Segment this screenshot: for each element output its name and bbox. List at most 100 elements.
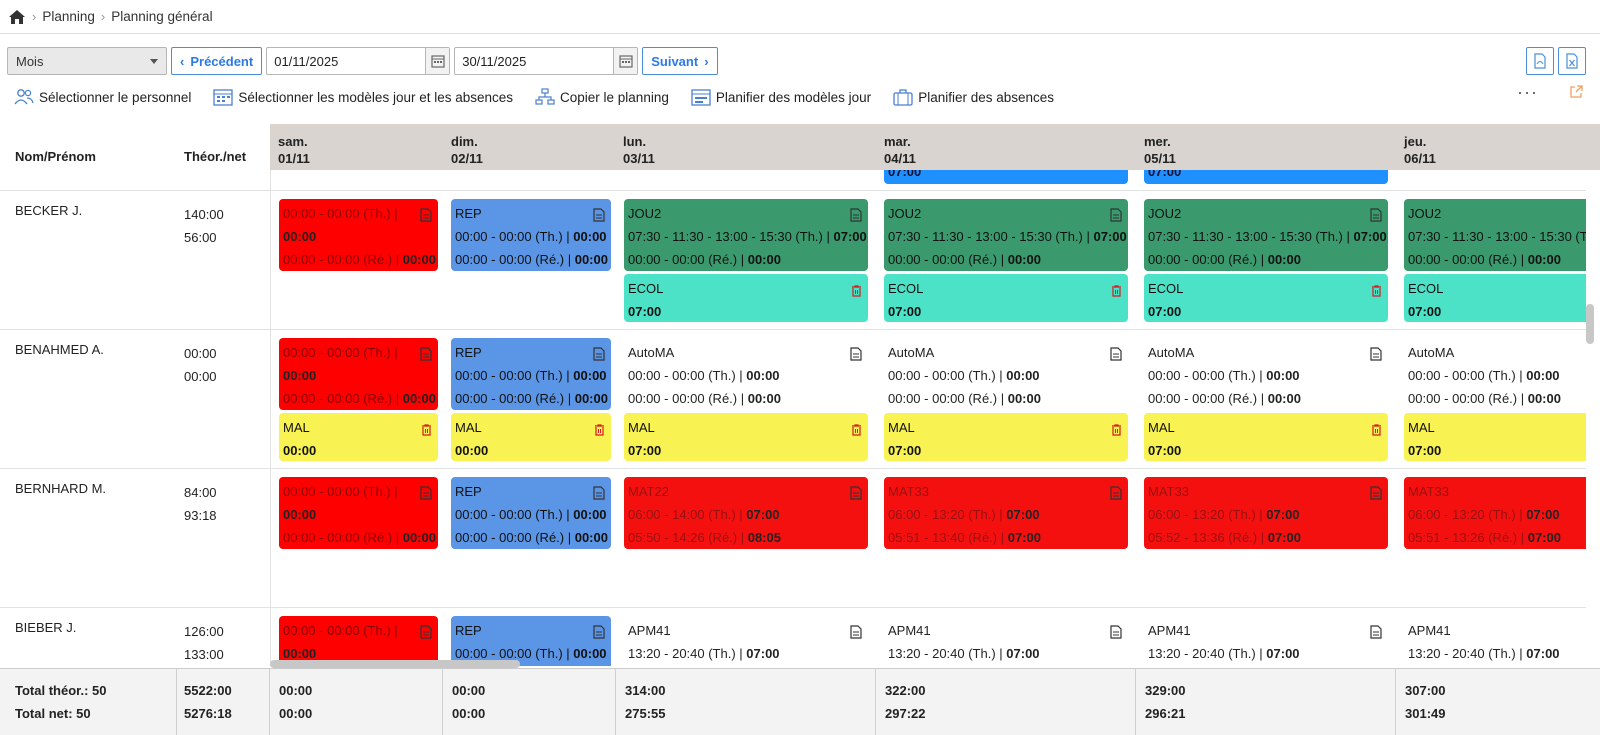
trash-icon[interactable] [851, 281, 862, 304]
employee-name[interactable]: BENAHMED A. [15, 342, 104, 357]
trash-icon[interactable] [1371, 281, 1382, 304]
document-icon[interactable] [1370, 623, 1382, 646]
employee-name[interactable]: BIEBER J. [15, 620, 77, 635]
employee-hours: 140:00 56:00 [184, 207, 224, 245]
document-icon[interactable] [1110, 206, 1122, 229]
document-icon[interactable] [593, 623, 605, 646]
planning-card[interactable]: JOU2 07:30 - 11:30 - 13:00 - 15:30 (Th 0… [1404, 199, 1586, 271]
absence-card[interactable]: ECOL 07:00 [1404, 274, 1586, 322]
employee-name[interactable]: BECKER J. [15, 203, 83, 218]
home-icon[interactable] [8, 8, 26, 26]
planning-card[interactable]: MAT22 06:00 - 14:00 (Th.) | 07:00 05:50 … [624, 477, 868, 549]
absence-card[interactable]: MAL 07:00 [884, 413, 1128, 461]
planning-card[interactable]: REP 00:00 - 00:00 (Th.) | 00:00 [451, 616, 611, 666]
planning-card[interactable]: AutoMA 00:00 - 00:00 (Th.) | 00:00 00:00… [1144, 338, 1388, 410]
document-icon[interactable] [420, 623, 432, 646]
document-icon[interactable] [420, 345, 432, 368]
document-icon[interactable] [1370, 484, 1382, 507]
column-header-name[interactable]: Nom/Prénom [15, 149, 96, 164]
document-icon[interactable] [850, 345, 862, 368]
planning-card[interactable]: APM41 13:20 - 20:40 (Th.) | 07:00 [884, 616, 1128, 666]
popout-icon[interactable] [1569, 85, 1583, 102]
absence-card[interactable]: MAL 07:00 [1404, 413, 1586, 461]
planning-card[interactable]: 00:00 - 00:00 (Th.) | 00:00 00:00 - 00:0… [279, 477, 438, 549]
period-select[interactable]: Mois [7, 47, 167, 75]
trash-icon[interactable] [1371, 420, 1382, 443]
horizontal-scrollbar[interactable] [270, 660, 520, 668]
more-options-icon[interactable]: ··· [1517, 82, 1538, 102]
next-button[interactable]: Suivant › [642, 47, 718, 75]
planning-card[interactable]: AutoMA 00:00 - 00:00 (Th.) | 00:00 00:00… [884, 338, 1128, 410]
totals-day: 329:00 296:21 [1136, 669, 1396, 735]
absence-card[interactable]: ECOL 07:00 [884, 274, 1128, 322]
absence-card[interactable]: MAL 00:00 [279, 413, 438, 461]
date-from-field[interactable]: 01/11/2025 [266, 47, 451, 75]
trash-icon[interactable] [851, 420, 862, 443]
export-excel-button[interactable] [1558, 47, 1586, 75]
copy-planning-action[interactable]: Copier le planning [535, 88, 669, 106]
planning-card[interactable]: REP 00:00 - 00:00 (Th.) | 00:00 00:00 - … [451, 477, 611, 549]
planning-card[interactable]: JOU2 07:30 - 11:30 - 13:00 - 15:30 (Th.)… [1144, 199, 1388, 271]
planning-card[interactable]: JOU2 07:30 - 11:30 - 13:00 - 15:30 (Th.)… [884, 199, 1128, 271]
absence-card[interactable]: ECOL 07:00 [1144, 274, 1388, 322]
planning-grid: Nom/Prénom Théor./net sam. 01/11 dim. 02/1… [0, 124, 1600, 735]
plan-absences-action[interactable]: Planifier des absences [893, 88, 1054, 106]
grid-header-left: Nom/Prénom Théor./net [0, 124, 270, 170]
planning-card[interactable]: 00:00 - 00:00 (Th.) | 00:00 00:00 - 00:0… [279, 199, 438, 271]
planning-card[interactable]: AutoMA 00:00 - 00:00 (Th.) | 00:00 00:00… [1404, 338, 1586, 410]
suitcase-icon [893, 89, 913, 106]
document-icon[interactable] [1370, 345, 1382, 368]
calendar-icon[interactable] [425, 48, 450, 74]
absence-card[interactable]: MAL 00:00 [451, 413, 611, 461]
planning-card[interactable]: REP 00:00 - 00:00 (Th.) | 00:00 00:00 - … [451, 338, 611, 410]
date-to-field[interactable]: 30/11/2025 [454, 47, 639, 75]
planning-card[interactable]: MAT33 06:00 - 13:20 (Th.) | 07:00 05:51 … [1404, 477, 1586, 549]
absence-card[interactable]: MAL 07:00 [624, 413, 868, 461]
grid-body: 07:00 07:00 BECKER J. 140:00 56:00 00:00 … [0, 170, 1586, 666]
trash-icon[interactable] [594, 420, 605, 443]
document-icon[interactable] [593, 345, 605, 368]
planning-card[interactable]: AutoMA 00:00 - 00:00 (Th.) | 00:00 00:00… [624, 338, 868, 410]
document-icon[interactable] [850, 484, 862, 507]
document-icon[interactable] [1370, 206, 1382, 229]
select-staff-action[interactable]: Sélectionner le personnel [14, 88, 191, 106]
planning-card[interactable]: 07:00 [884, 170, 1128, 184]
planning-card[interactable]: REP 00:00 - 00:00 (Th.) | 00:00 00:00 - … [451, 199, 611, 271]
select-day-models-action[interactable]: Sélectionner les modèles jour et les abs… [213, 88, 513, 106]
trash-icon[interactable] [1111, 281, 1122, 304]
previous-button[interactable]: ‹ Précédent [171, 47, 263, 75]
vertical-scrollbar[interactable] [1586, 304, 1594, 344]
document-icon[interactable] [1110, 623, 1122, 646]
trash-icon[interactable] [1111, 420, 1122, 443]
planning-card[interactable]: APM41 13:20 - 20:40 (Th.) | 07:00 [624, 616, 868, 666]
planning-card[interactable]: APM41 13:20 - 20:40 (Th.) | 07:00 [1144, 616, 1388, 666]
planning-card[interactable]: APM41 13:20 - 20:40 (Th.) | 07:00 [1404, 616, 1586, 666]
planning-card[interactable]: MAT33 06:00 - 13:20 (Th.) | 07:00 05:52 … [1144, 477, 1388, 549]
export-pdf-button[interactable] [1526, 47, 1554, 75]
document-icon[interactable] [593, 206, 605, 229]
document-icon[interactable] [593, 484, 605, 507]
breadcrumb-planning[interactable]: Planning [42, 9, 95, 24]
planning-card[interactable]: 07:00 [1144, 170, 1388, 184]
document-icon[interactable] [1110, 345, 1122, 368]
planning-card[interactable]: 00:00 - 00:00 (Th.) | 00:00 00:00 - 00:0… [279, 338, 438, 410]
document-icon[interactable] [420, 206, 432, 229]
planning-card[interactable]: 00:00 - 00:00 (Th.) | 00:00 [279, 616, 438, 666]
calendar-icon[interactable] [613, 48, 638, 74]
document-icon[interactable] [1110, 484, 1122, 507]
absence-card[interactable]: MAL 07:00 [1144, 413, 1388, 461]
employee-name[interactable]: BERNHARD M. [15, 481, 107, 496]
column-header-theor[interactable]: Théor./net [184, 149, 247, 164]
trash-icon[interactable] [421, 420, 432, 443]
document-icon[interactable] [850, 206, 862, 229]
planning-card[interactable]: JOU2 07:30 - 11:30 - 13:00 - 15:30 (Th.)… [624, 199, 868, 271]
planning-card[interactable]: MAT33 06:00 - 13:20 (Th.) | 07:00 05:51 … [884, 477, 1128, 549]
totals-day: 00:00 00:00 [270, 669, 443, 735]
document-icon[interactable] [850, 623, 862, 646]
table-row: BECKER J. 140:00 56:00 00:00 - 00:00 (Th.… [0, 190, 1586, 329]
plan-day-models-action[interactable]: Planifier des modèles jour [691, 88, 871, 106]
date-to-input[interactable]: 30/11/2025 [462, 53, 527, 69]
document-icon[interactable] [420, 484, 432, 507]
absence-card[interactable]: ECOL 07:00 [624, 274, 868, 322]
date-from-input[interactable]: 01/11/2025 [274, 53, 339, 69]
